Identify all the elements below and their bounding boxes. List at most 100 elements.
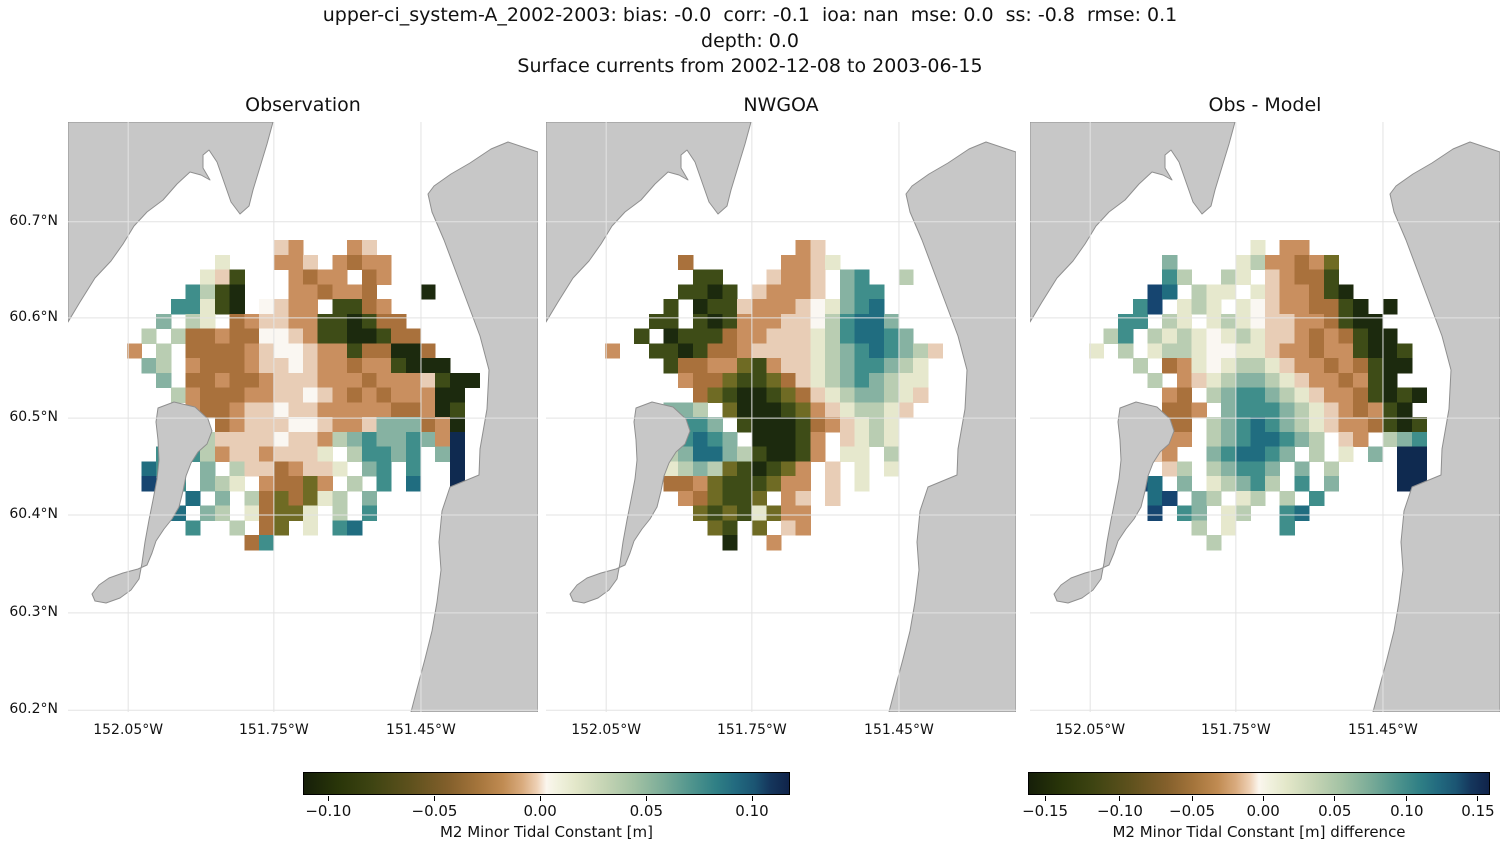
map-cell [1191,402,1207,418]
colorbar-tick [1119,796,1121,801]
colorbar-tick-label: −0.05 [411,802,458,820]
map-cell [1265,313,1281,329]
map-cell [722,490,738,506]
map-cell [332,254,348,270]
map-cell [244,490,260,506]
map-cell [751,446,767,462]
map-cell [707,505,723,521]
map-cell [707,299,723,315]
map-cell [1279,299,1295,315]
map-cell [229,476,245,492]
map-cell [810,299,826,315]
map-cell [1338,417,1354,433]
map-cell [1367,402,1383,418]
map-cell [244,328,260,344]
map-cell [722,476,738,492]
map-cell [1162,328,1178,344]
map-cell [1235,431,1251,447]
map-cell [170,299,186,315]
colorbar-tick-label: −0.10 [1096,802,1143,820]
map-cell [795,505,811,521]
map-cell [1206,476,1222,492]
map-cell [229,313,245,329]
map-cell [1206,535,1222,551]
landmass [68,122,274,323]
map-cell [347,358,363,374]
map-cell [663,299,679,315]
map-cell [332,431,348,447]
map-cell [795,490,811,506]
colorbar-tick-label: −0.10 [305,802,352,820]
map-cell [185,328,201,344]
map-cell [751,343,767,359]
map-cell [200,402,216,418]
map-cell [1176,402,1193,418]
map-cell [1279,505,1295,521]
map-cell [1382,358,1398,374]
map-cell [1191,343,1207,359]
map-cell [1103,328,1119,344]
map-cell [1294,254,1310,270]
map-cell [391,372,407,388]
map-obs-minus-model [1030,122,1500,712]
map-cell [1265,461,1281,477]
map-cell [1206,417,1222,433]
map-cell [1235,461,1251,477]
map-cell [449,461,466,477]
map-cell [405,343,421,359]
map-cell [810,387,826,403]
map-cell [332,269,348,285]
map-cell [883,372,899,388]
colorbar-tick [1334,796,1336,801]
map-cell [1279,328,1295,344]
land-layer [1030,122,1500,712]
map-cell [347,520,363,536]
map-cell [781,402,797,418]
map-cell [1206,461,1222,477]
map-cell [1294,240,1310,256]
map-cell [1206,284,1222,300]
map-cell [1309,446,1325,462]
map-cell [781,328,797,344]
map-cell [1147,284,1163,300]
map-cell [391,343,407,359]
map-cell [361,299,377,315]
map-cell [1235,299,1251,315]
map-cell [258,313,275,329]
map-cell [376,328,392,344]
map-cell [288,313,304,329]
map-cell [214,490,231,506]
map-cell [1323,328,1339,344]
panel-title-nwgoa: NWGOA [743,94,819,116]
map-cell [913,343,929,359]
map-cell [1411,417,1428,433]
map-cell [898,328,914,344]
map-cell [273,505,289,521]
map-cell [795,269,811,285]
map-cell [405,402,421,418]
map-cell [1250,431,1266,447]
map-cell [1206,358,1222,374]
map-cell [1294,343,1310,359]
x-tick-label: 152.05°W [93,722,164,738]
map-cell [1265,372,1281,388]
map-cell [361,446,377,462]
map-cell [1235,417,1251,433]
map-cell [883,431,899,447]
x-axis-labels-obs-minus-model: 152.05°W 151.75°W 151.45°W [1030,722,1500,742]
map-cell [258,299,275,315]
map-cell [722,387,738,403]
map-cell [420,284,436,300]
colorbar-tick [1191,796,1193,801]
map-cell [751,461,767,477]
map-cell [1162,284,1178,300]
colorbar-tick-label: 0.15 [1461,802,1495,820]
map-cell [229,417,245,433]
x-tick-label: 151.75°W [1200,722,1271,738]
map-cell [1250,446,1266,462]
map-cell [663,328,679,344]
map-cell [420,417,436,433]
map-cell [1294,387,1310,403]
map-cell [258,372,275,388]
map-cell [1191,490,1207,506]
